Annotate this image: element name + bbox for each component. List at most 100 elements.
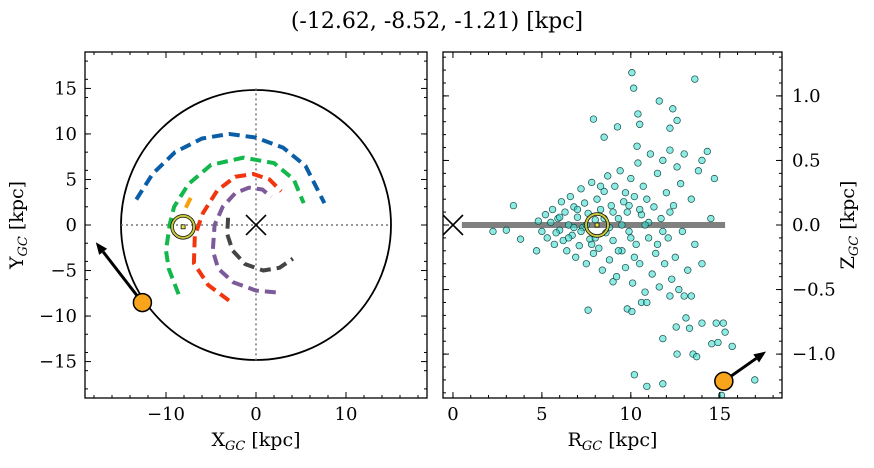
orbit-path (210, 185, 276, 295)
scatter-point (639, 182, 647, 190)
sun-center (594, 222, 600, 228)
scatter-point (633, 142, 641, 150)
scatter-point (751, 376, 759, 384)
scatter-point (600, 133, 608, 141)
scatter-point (623, 208, 631, 216)
sun-center (180, 224, 186, 230)
scatter-point (584, 306, 592, 314)
scatter-point (666, 146, 674, 154)
x-tick-label: 15 (708, 404, 731, 425)
scatter-point (564, 234, 573, 242)
scatter-point (625, 201, 633, 210)
scatter-point (632, 240, 640, 249)
scatter-point (613, 123, 622, 131)
scatter-point (698, 260, 706, 268)
scatter-point (502, 226, 510, 234)
scatter-point (582, 260, 591, 268)
scatter-point (611, 182, 619, 190)
scatter-point (589, 115, 598, 123)
scatter-point (600, 187, 608, 196)
scatter-point (650, 203, 658, 211)
scatter-point (595, 244, 603, 252)
scatter-point (691, 75, 699, 83)
y-tick-label: 5 (66, 169, 77, 190)
scatter-point (655, 283, 663, 291)
scatter-point (687, 195, 695, 203)
scatter-point (719, 319, 727, 327)
scatter-point (641, 288, 649, 296)
scatter-point (662, 189, 671, 197)
scatter-point (710, 174, 719, 183)
scatter-point (620, 198, 628, 206)
scatter-point (653, 240, 662, 249)
scatter-point (570, 223, 578, 232)
x-tick-label: 5 (536, 404, 547, 425)
scatter-point (561, 208, 569, 216)
scatter-point (653, 169, 662, 178)
scatter-point (728, 342, 736, 351)
x-tick-label: 10 (335, 404, 358, 425)
scatter-point (678, 227, 687, 236)
scatter-point (596, 205, 605, 214)
figure-title: (-12.62, -8.52, -1.21) [kpc] (291, 9, 583, 34)
scatter-point (556, 213, 564, 221)
scatter-point (660, 260, 669, 268)
scatter-point (548, 205, 557, 214)
scatter-point (628, 307, 636, 316)
scatter-point (598, 266, 607, 274)
scatter-point (666, 208, 674, 216)
scatter-point (685, 324, 694, 332)
scatter-point (627, 174, 635, 183)
scatter-point (612, 272, 621, 281)
scatter-point (659, 156, 667, 165)
scatter-point (628, 69, 636, 77)
scatter-point (630, 192, 639, 201)
scatter-point (627, 234, 635, 242)
scatter-point (534, 217, 542, 225)
scatter-point (616, 167, 624, 175)
y-axis-label: YGC [kpc] (6, 181, 31, 270)
scatter-point (588, 240, 596, 249)
scatter-point (516, 235, 525, 243)
scatter-point (572, 253, 580, 261)
left-panel-xy: −10 0 10 −15 −10 −5 0 5 10 15 XGC [kpc] YGC [kpc] (6, 51, 428, 454)
x-axis-label: RGC [kpc] (568, 429, 658, 454)
scatter-point (659, 380, 667, 388)
y-tick-label: 10 (54, 124, 77, 145)
scatter-point (605, 256, 614, 264)
scatter-point (673, 350, 681, 358)
y-tick-label: 0.0 (792, 215, 821, 236)
scatter-point (607, 201, 615, 210)
scatter-point (669, 201, 678, 210)
scatter-point (489, 227, 497, 236)
y-axis-label: ZGC [kpc] (837, 181, 862, 270)
x-tick-label: 0 (447, 404, 458, 425)
scatter-point (669, 105, 677, 113)
scatter-point (630, 253, 639, 261)
scatter-point (593, 195, 601, 203)
scatter-point (659, 334, 667, 343)
scatter-point (543, 234, 551, 242)
scatter-point (636, 205, 644, 214)
scatter-point (675, 285, 683, 294)
scatter-point (625, 227, 633, 236)
scatter-point (707, 214, 715, 223)
scatter-point (591, 216, 599, 224)
scatter-point (636, 120, 644, 128)
y-tick-label: 0 (66, 215, 77, 236)
galactic-center-marker (443, 214, 464, 236)
object-marker (714, 371, 734, 391)
scatter-point (664, 234, 672, 242)
scatter-point (703, 147, 711, 156)
scatter-point (630, 371, 639, 379)
right-panel-rz: 0 5 10 15 −1.0 −0.5 0.0 0.5 1.0 RGC [kpc] ZGC [kpc… (442, 51, 862, 454)
scatter-point (630, 84, 638, 92)
y-tick-label: 15 (54, 78, 77, 99)
scatter-point (589, 249, 598, 258)
scatter-point (666, 292, 674, 300)
scatter-point (566, 192, 574, 201)
galactic-center-marker (245, 214, 267, 236)
scatter-point (509, 201, 518, 210)
scatter-point (573, 205, 582, 214)
scatter-point (614, 214, 623, 223)
